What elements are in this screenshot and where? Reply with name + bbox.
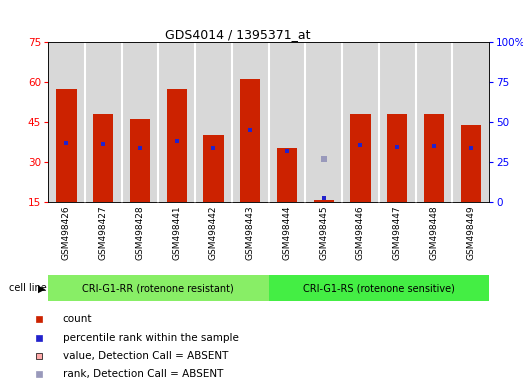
- Text: GSM498443: GSM498443: [246, 205, 255, 260]
- Bar: [130, 119, 150, 202]
- Text: GSM498428: GSM498428: [135, 205, 144, 260]
- Text: GSM498446: GSM498446: [356, 205, 365, 260]
- Bar: [167, 89, 187, 202]
- Bar: [195, 42, 232, 202]
- Text: GSM498441: GSM498441: [172, 205, 181, 260]
- Bar: [452, 42, 489, 202]
- Bar: [305, 42, 342, 202]
- Text: percentile rank within the sample: percentile rank within the sample: [63, 333, 238, 343]
- Title: GDS4014 / 1395371_at: GDS4014 / 1395371_at: [165, 28, 311, 41]
- Bar: [269, 275, 489, 301]
- Bar: [158, 42, 195, 202]
- Bar: [48, 42, 85, 202]
- Bar: [93, 114, 113, 202]
- Bar: [203, 135, 223, 202]
- Text: GSM498449: GSM498449: [466, 205, 475, 260]
- Bar: [240, 79, 260, 202]
- Text: GSM498427: GSM498427: [99, 205, 108, 260]
- Text: GSM498448: GSM498448: [429, 205, 438, 260]
- Text: CRI-G1-RS (rotenone sensitive): CRI-G1-RS (rotenone sensitive): [303, 283, 454, 293]
- Text: cell line: cell line: [9, 283, 47, 293]
- Bar: [342, 42, 379, 202]
- Text: rank, Detection Call = ABSENT: rank, Detection Call = ABSENT: [63, 369, 223, 379]
- Bar: [56, 89, 76, 202]
- Bar: [415, 42, 452, 202]
- Text: GSM498447: GSM498447: [393, 205, 402, 260]
- Bar: [121, 42, 158, 202]
- Text: GSM498426: GSM498426: [62, 205, 71, 260]
- Text: CRI-G1-RR (rotenone resistant): CRI-G1-RR (rotenone resistant): [83, 283, 234, 293]
- Bar: [277, 149, 297, 202]
- Bar: [387, 114, 407, 202]
- Text: ▶: ▶: [38, 283, 45, 293]
- Bar: [314, 200, 334, 202]
- Bar: [350, 114, 370, 202]
- Text: count: count: [63, 314, 92, 324]
- Bar: [461, 124, 481, 202]
- Text: GSM498445: GSM498445: [319, 205, 328, 260]
- Bar: [232, 42, 269, 202]
- Bar: [379, 42, 415, 202]
- Bar: [424, 114, 444, 202]
- Text: value, Detection Call = ABSENT: value, Detection Call = ABSENT: [63, 351, 228, 361]
- Bar: [85, 42, 121, 202]
- Bar: [269, 42, 305, 202]
- Bar: [48, 275, 269, 301]
- Text: GSM498442: GSM498442: [209, 205, 218, 260]
- Text: GSM498444: GSM498444: [282, 205, 291, 260]
